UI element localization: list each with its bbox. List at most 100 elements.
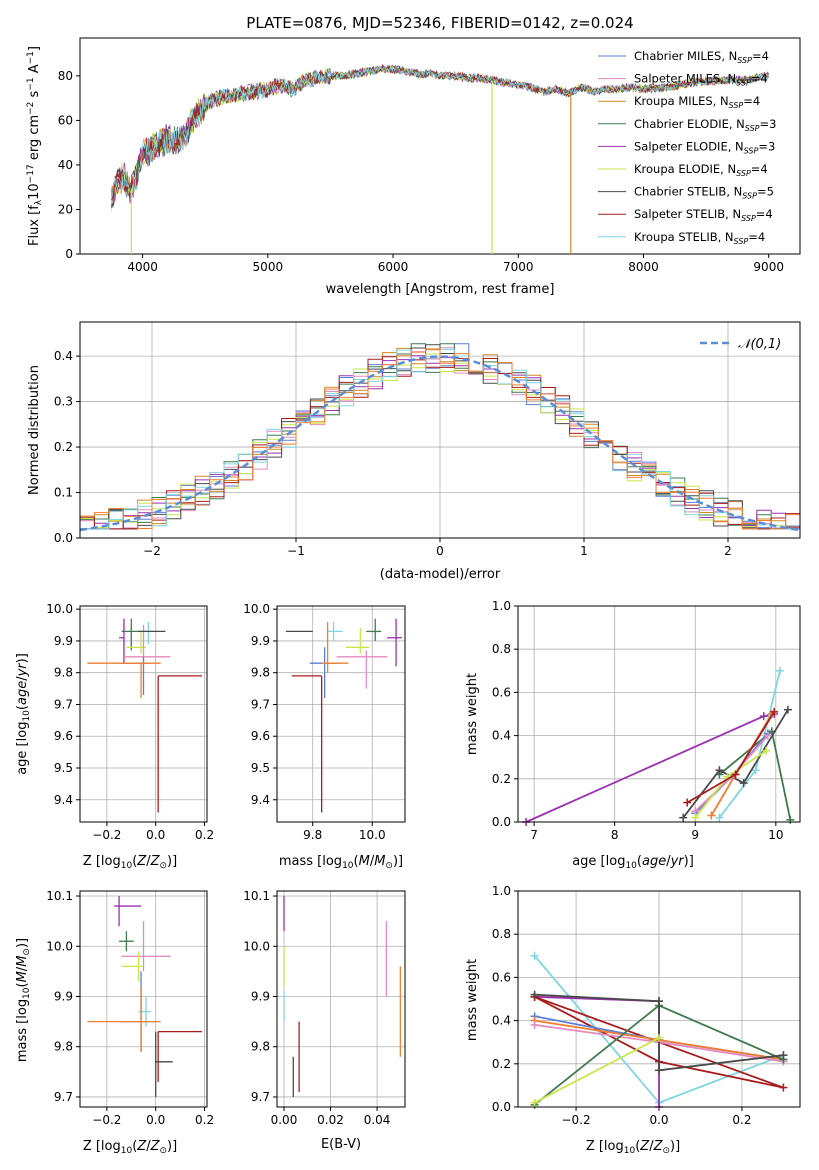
spectrum-panel: 4000 5000 6000 7000 8000 9000 0 20 40 60 80 Chabri… [26,37,801,297]
weight-line [534,1037,660,1104]
legend-entry: Kroupa ELODIE, NSSP=4 [634,162,768,178]
y-tick-label: 0.2 [492,772,511,786]
x-tick-label: 7 [530,828,538,842]
x-tick-label: 8 [611,828,619,842]
histogram-axes-frame [79,321,801,539]
spectrum-legend: Chabrier MILES, NSSP=4 Salpeter MILES, NS… [598,49,776,246]
x-tick-label: 0.0 [146,1113,165,1127]
y-tick-label: 0.1 [54,486,73,500]
y-tick-label: 9.8 [54,1040,73,1054]
ageweight-ylabel: mass weight [465,673,480,755]
normal-curve-legend-label: 𝒩(0,1) [738,337,781,352]
x-tick-label: 9000 [753,260,784,274]
zweight-xlabel: Z [log10(Z/Z⊙)] [586,1139,680,1156]
histogram-plot-area [79,343,801,532]
axes-frame [517,890,801,1108]
y-tick-label: 0.8 [492,927,511,941]
y-tick-label: 9.7 [54,697,73,711]
y-tick-label: 0.4 [492,1014,511,1028]
x-tick-label: 0.00 [271,1113,298,1127]
y-tick-label: 9.5 [251,761,270,775]
legend-entry: Chabrier MILES, NSSP=4 [634,49,769,65]
y-tick-label: 9.4 [251,793,270,807]
y-tick-label: 1.0 [492,884,511,898]
y-tick-label: 9.7 [54,1090,73,1104]
y-tick-label: 9.6 [251,729,270,743]
figure-title: PLATE=0876, MJD=52346, FIBERID=0142, z=0… [246,14,633,32]
histogram-xlabel: (data-model)/error [380,567,501,582]
y-tick-label: 0.2 [492,1057,511,1071]
y-tick-label: 9.8 [54,666,73,680]
y-tick-label: 80 [58,69,73,83]
legend-entry: Kroupa MILES, NSSP=4 [634,94,760,110]
residual-histogram-panel: −2 −1 0 1 2 0.0 0.1 0.2 0.3 0.4 𝒩(0,1) (data-mode… [27,321,801,582]
histogram-step [80,356,800,530]
x-tick-label: 7000 [503,260,534,274]
ebv-xlabel: E(B-V) [321,1137,361,1152]
spectrum-axes-frame [79,37,801,255]
x-tick-label: 0.0 [146,828,165,842]
metallicity-age-panel: −0.2 0.0 0.2 9.4 9.5 9.6 9.7 9.8 9.9 10.0 [46,602,214,842]
y-tick-label: 0.0 [54,531,73,545]
y-tick-label: 9.8 [251,1040,270,1054]
axes-frame [276,605,406,823]
axes-frame [276,890,406,1108]
x-tick-label: 0.2 [195,828,214,842]
y-tick-label: 9.9 [54,634,73,648]
y-tick-label: 9.9 [251,634,270,648]
y-tick-label: 20 [58,202,73,216]
y-tick-label: 0.6 [492,685,511,699]
weight-line [686,711,775,804]
histogram-ylabel: Normed distribution [27,365,42,495]
zage-ylabel: age [log10(age/yr)] [15,653,32,775]
x-tick-label: 5000 [253,260,284,274]
x-tick-label: 10 [768,828,783,842]
y-tick-label: 60 [58,113,73,127]
y-tick-label: 9.9 [54,989,73,1003]
y-tick-label: 0.4 [492,729,511,743]
y-tick-label: 9.4 [54,793,73,807]
y-tick-label: 0.0 [492,815,511,829]
x-tick-label: 4000 [127,260,158,274]
y-tick-label: 9.7 [251,697,270,711]
weight-line [534,993,784,1072]
x-tick-label: 6000 [378,260,409,274]
x-tick-label: 0.0 [649,1113,668,1127]
x-tick-label: 10.0 [359,828,386,842]
y-tick-label: 0.6 [492,970,511,984]
x-tick-label: −0.2 [561,1113,590,1127]
weight-line [525,713,775,823]
x-tick-label: 0.2 [732,1113,751,1127]
x-tick-label: 0.04 [364,1113,391,1127]
x-tick-label: 0.02 [317,1113,344,1127]
legend-entry: Chabrier STELIB, NSSP=5 [634,185,774,201]
x-tick-label: −0.2 [92,1113,121,1127]
ageweight-xlabel: age [log10(age/yr)] [572,854,694,871]
zmass-ylabel: mass [log10(M/M⊙)] [15,938,32,1062]
y-tick-label: 9.6 [54,729,73,743]
spectrum-ylabel: Flux [fλ10−17 erg cm−2 s−1 A−1] [26,46,44,246]
y-tick-label: 10.0 [46,602,73,616]
mage-xlabel: mass [log10(M/M⊙)] [279,854,403,871]
axes-frame [517,605,801,823]
y-tick-label: 9.5 [54,761,73,775]
y-tick-label: 9.7 [251,1090,270,1104]
spectrum-line [110,65,770,197]
histogram-legend: 𝒩(0,1) [700,337,781,352]
x-tick-label: 0.2 [195,1113,214,1127]
x-tick-label: −1 [287,544,305,558]
y-tick-label: 9.8 [251,666,270,680]
x-tick-label: 0 [436,544,444,558]
weight-line [718,670,781,819]
legend-entry: Kroupa STELIB, NSSP=4 [634,230,765,246]
ebv-mass-panel: 0.00 0.02 0.04 9.7 9.8 9.9 10.0 10.1 [243,889,406,1127]
y-tick-label: 10.1 [243,889,270,903]
metallicity-mass-panel: −0.2 0.0 0.2 9.7 9.8 9.9 10.0 10.1 [46,889,214,1127]
y-tick-label: 10.0 [243,939,270,953]
y-tick-label: 10.1 [46,889,73,903]
histogram-grid: −2 −1 0 1 2 0.0 0.1 0.2 0.3 0.4 [54,322,800,558]
x-tick-label: 9.8 [303,828,322,842]
y-tick-label: 0.8 [492,642,511,656]
zage-xlabel: Z [log10(Z/Z⊙)] [83,854,177,871]
